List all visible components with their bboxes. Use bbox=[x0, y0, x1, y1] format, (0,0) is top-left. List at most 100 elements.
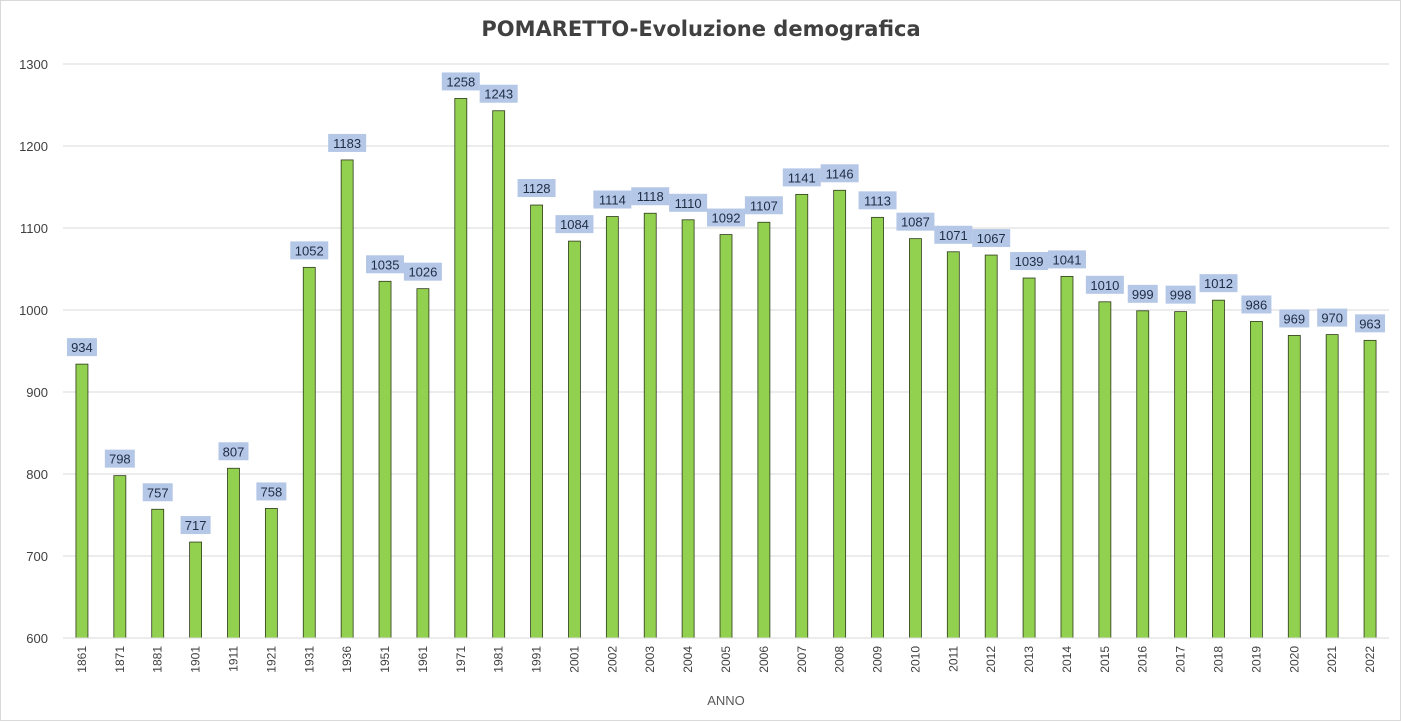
data-label-box bbox=[403, 262, 442, 281]
data-label-box bbox=[934, 225, 973, 244]
data-label-box bbox=[707, 208, 745, 227]
data-label-box bbox=[328, 133, 367, 152]
data-label: 1114 bbox=[599, 193, 626, 208]
bar bbox=[605, 216, 619, 639]
data-label-box bbox=[1199, 274, 1238, 293]
data-label: 1087 bbox=[901, 215, 930, 230]
bar bbox=[264, 508, 278, 639]
data-label-box bbox=[441, 72, 480, 91]
data-label-box bbox=[1241, 295, 1272, 314]
data-label: 1071 bbox=[939, 228, 968, 243]
data-label: 1243 bbox=[484, 87, 513, 102]
x-tick-label: 2010 bbox=[908, 646, 922, 673]
data-label: 1035 bbox=[371, 257, 400, 272]
bar bbox=[151, 508, 165, 639]
data-label: 934 bbox=[71, 340, 93, 355]
data-label-box bbox=[1317, 308, 1348, 327]
data-label: 1041 bbox=[1053, 252, 1082, 267]
bar bbox=[568, 240, 581, 639]
data-label: 1110 bbox=[675, 196, 702, 211]
bar bbox=[643, 212, 657, 639]
x-tick-label: 1911 bbox=[226, 646, 240, 672]
x-tick-label: 2019 bbox=[1249, 646, 1263, 673]
data-label-box bbox=[669, 193, 708, 212]
x-tick-label: 2012 bbox=[984, 646, 998, 673]
data-label: 1107 bbox=[750, 198, 778, 213]
data-label-box bbox=[142, 483, 173, 502]
data-label: 986 bbox=[1246, 297, 1268, 312]
bar bbox=[1250, 321, 1263, 639]
bar bbox=[530, 204, 543, 639]
bar bbox=[340, 159, 354, 639]
data-label: 1012 bbox=[1204, 276, 1233, 291]
bar bbox=[719, 234, 733, 639]
data-label-box bbox=[1085, 275, 1124, 294]
bar bbox=[871, 216, 884, 639]
x-tick-label: 2006 bbox=[757, 646, 771, 673]
bars bbox=[75, 98, 1377, 639]
x-tick-label: 2015 bbox=[1098, 646, 1112, 673]
x-tick-label: 2021 bbox=[1325, 646, 1339, 673]
data-label: 1092 bbox=[712, 211, 741, 226]
data-labels: 934 798 757 717 807 758 1052 1183 1035 1026 1258 12… bbox=[66, 72, 1386, 535]
x-tick-label: 1881 bbox=[151, 646, 165, 673]
x-tick-label: 1901 bbox=[189, 646, 203, 673]
data-label-box bbox=[1010, 252, 1049, 271]
x-tick-label: 2009 bbox=[871, 646, 885, 673]
data-label: 1183 bbox=[333, 136, 361, 151]
bar bbox=[1060, 275, 1074, 639]
bar bbox=[302, 266, 316, 639]
bar bbox=[1098, 301, 1112, 639]
y-tick-label: 1000 bbox=[19, 303, 48, 318]
x-tick-label: 2004 bbox=[681, 646, 695, 673]
data-label-box bbox=[593, 190, 632, 209]
data-label-box bbox=[858, 191, 897, 210]
y-tick-label: 800 bbox=[26, 467, 48, 482]
bar bbox=[909, 238, 922, 639]
bar bbox=[492, 110, 506, 639]
data-label: 1039 bbox=[1015, 254, 1044, 269]
bar bbox=[378, 280, 392, 639]
y-tick-label: 1300 bbox=[19, 57, 48, 72]
data-label: 798 bbox=[109, 452, 131, 467]
data-label-box bbox=[972, 229, 1011, 248]
bar bbox=[757, 221, 771, 639]
data-label: 1118 bbox=[637, 189, 664, 204]
bar bbox=[75, 363, 89, 639]
bar bbox=[227, 467, 240, 639]
data-label-box bbox=[782, 168, 821, 187]
bar bbox=[681, 219, 695, 639]
x-tick-label: 2002 bbox=[605, 646, 619, 673]
bar bbox=[189, 541, 203, 639]
x-tick-label: 1981 bbox=[492, 646, 506, 673]
bar bbox=[454, 98, 468, 639]
x-tick-label: 1971 bbox=[454, 646, 468, 673]
y-tick-label: 900 bbox=[26, 385, 48, 400]
data-label: 963 bbox=[1359, 316, 1381, 331]
data-label: 758 bbox=[261, 484, 283, 499]
chart-title: POMARETTO-Evoluzione demografica bbox=[481, 17, 920, 41]
data-label: 1141 bbox=[788, 170, 816, 185]
x-axis-ticks: 1861 1871 1881 1901 1911 1921 1931 1936 1951 1961… bbox=[75, 646, 1377, 673]
data-label: 1258 bbox=[446, 74, 475, 89]
x-tick-label: 1961 bbox=[416, 646, 430, 673]
data-label: 717 bbox=[185, 518, 207, 533]
data-label: 757 bbox=[147, 485, 169, 500]
data-label: 807 bbox=[223, 444, 245, 459]
x-tick-label: 1871 bbox=[113, 646, 127, 673]
x-tick-label: 1861 bbox=[75, 646, 89, 673]
x-tick-label: 1921 bbox=[264, 646, 278, 673]
data-label-box bbox=[256, 482, 287, 501]
x-tick-label: 2020 bbox=[1287, 646, 1301, 673]
data-label-box bbox=[66, 338, 97, 357]
x-tick-label: 1991 bbox=[530, 646, 544, 673]
data-label-box bbox=[631, 187, 670, 206]
data-label: 1010 bbox=[1090, 278, 1119, 293]
x-tick-label: 2005 bbox=[719, 646, 733, 673]
data-label: 1084 bbox=[560, 217, 589, 232]
bar bbox=[1174, 311, 1188, 639]
data-label-box bbox=[517, 179, 556, 198]
bar bbox=[1022, 277, 1036, 639]
